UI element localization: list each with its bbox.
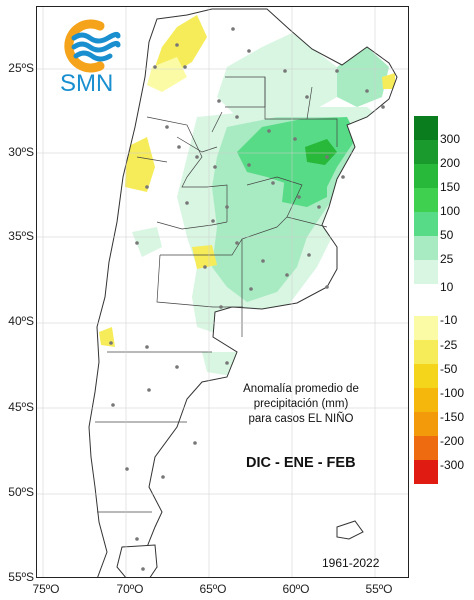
anomaly-dry-ne-tip xyxy=(382,73,395,89)
lon-label-60o: 60ºO xyxy=(282,582,310,596)
legend-swatch-neg10 xyxy=(414,316,438,340)
legend-swatch-neg300 xyxy=(414,460,438,484)
period-label: 1961-2022 xyxy=(322,556,380,570)
legend-swatch-neg100 xyxy=(414,388,438,412)
legend-label-neg10: -10 xyxy=(440,313,458,327)
lat-label-40s: 40ºS xyxy=(8,314,34,328)
lat-label-30s: 30ºS xyxy=(8,145,34,159)
province-boundaries xyxy=(95,76,338,513)
anomaly-wet-light-south-a xyxy=(132,227,162,257)
legend-swatch-25 xyxy=(414,236,438,260)
legend-swatch-50 xyxy=(414,212,438,236)
islas-malvinas xyxy=(336,520,364,540)
map-frame xyxy=(36,6,409,578)
legend-label-150: 150 xyxy=(440,180,461,194)
map-canvas xyxy=(37,7,408,577)
anomaly-shading xyxy=(99,15,395,469)
caption-line-3: para casos EL NIÑO xyxy=(248,413,354,425)
legend-swatch-10 xyxy=(414,260,438,284)
anomaly-dry-cuyo xyxy=(125,137,155,192)
anomaly-dry-patagonia xyxy=(99,327,115,347)
graticule xyxy=(37,7,408,577)
legend-label-50: 50 xyxy=(440,228,454,242)
lat-label-35s: 35ºS xyxy=(8,229,34,243)
legend-label-neg50: -50 xyxy=(440,362,458,376)
smn-logo-text: SMN xyxy=(60,70,114,97)
legend-swatch-100 xyxy=(414,188,438,212)
outside-mask xyxy=(37,7,408,577)
anomaly-wet-medium-ne xyxy=(337,47,389,107)
tierra-del-fuego xyxy=(116,544,158,577)
legend-label-neg200: -200 xyxy=(440,434,465,448)
legend-label-300: 300 xyxy=(440,132,461,146)
legend-swatch-200 xyxy=(414,140,438,164)
station-markers xyxy=(109,27,385,571)
season-label: DIC - ENE - FEB xyxy=(246,455,356,471)
legend-swatch-150 xyxy=(414,164,438,188)
anomaly-dry-north-light xyxy=(147,57,187,92)
lat-label-45s: 45ºS xyxy=(8,400,34,414)
caption-line-2: precipitación (mm) xyxy=(253,398,349,410)
lat-label-55s: 55ºS xyxy=(8,570,34,584)
legend-label-100: 100 xyxy=(440,204,461,218)
argentina-outline xyxy=(88,8,398,577)
caption-line-1: Anomalía promedio de xyxy=(243,383,359,395)
legend-swatch-neg50 xyxy=(414,364,438,388)
legend-swatch-300 xyxy=(414,116,438,140)
lon-label-55o: 55ºO xyxy=(365,582,393,596)
legend-label-200: 200 xyxy=(440,156,461,170)
smn-logo xyxy=(64,19,121,73)
legend-label-25: 25 xyxy=(440,252,454,266)
lat-label-50s: 50ºS xyxy=(8,485,34,499)
legend-swatch-neg25 xyxy=(414,340,438,364)
legend-label-neg150: -150 xyxy=(440,410,465,424)
legend-label-10: 10 xyxy=(440,280,454,294)
anomaly-wet-peak xyxy=(305,139,337,165)
anomaly-dry-center xyxy=(192,245,217,269)
legend-swatch-neg200 xyxy=(414,436,438,460)
logo-waves xyxy=(71,31,121,62)
legend-swatch-neg150 xyxy=(414,412,438,436)
legend-label-neg300: -300 xyxy=(440,458,465,472)
lon-label-70o: 70ºO xyxy=(116,582,144,596)
legend-label-neg100: -100 xyxy=(440,386,465,400)
lat-label-25s: 25ºS xyxy=(8,61,34,75)
lon-label-65o: 65ºO xyxy=(199,582,227,596)
map-caption: Anomalía promedio de precipitación (mm) … xyxy=(222,382,380,427)
anomaly-wet-strong-entrerios xyxy=(282,152,327,207)
legend-label-neg25: -25 xyxy=(440,338,458,352)
lon-label-75o: 75ºO xyxy=(32,582,60,596)
logo-sun-arc xyxy=(64,19,105,73)
